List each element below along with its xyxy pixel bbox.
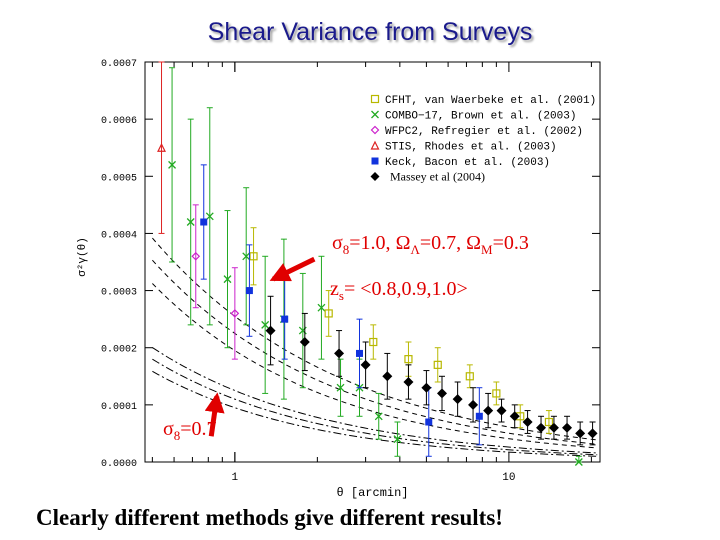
marker-square-open: [369, 337, 378, 347]
marker-diamond-filled: [496, 405, 507, 416]
marker-square-open: [544, 417, 554, 427]
marker-diamond-filled: [548, 422, 559, 433]
marker-square-open: [249, 252, 258, 261]
marker-cross: [574, 458, 583, 466]
marker-diamond-filled: [403, 377, 414, 387]
model-curve: [152, 259, 598, 445]
marker-diamond-filled: [522, 417, 533, 427]
x-tick-label: 10: [502, 472, 515, 484]
tick-layer: 0.0000 0.0001 0.0002 0.0003 0.0004 0.0005 0.00…: [77, 59, 600, 500]
annotation-arrow: [269, 256, 316, 282]
marker-diamond-open: [370, 125, 380, 135]
marker-cross: [242, 252, 251, 261]
annotation-sigma8-high: σ8=1.0, ΩΛ=0.7, ΩM=0.3: [332, 232, 529, 257]
slide-title: Shear Variance from Surveys: [207, 18, 533, 46]
marker-cross: [374, 412, 383, 421]
marker-diamond-filled: [265, 325, 276, 336]
marker-cross: [168, 160, 177, 169]
marker-diamond-filled: [562, 422, 573, 433]
y-axis-label: σ²γ(θ): [77, 237, 89, 277]
marker-diamond-filled: [421, 382, 432, 393]
legend-entry-label: STIS, Rhodes et al. (2003): [385, 142, 557, 154]
annotation-sigma8-low: σ8=0.7: [163, 418, 217, 443]
marker-triangle-open: [370, 140, 380, 150]
marker-diamond-filled: [436, 388, 447, 399]
legend-entry-label: Keck, Bacon et al. (2003): [385, 157, 550, 169]
marker-diamond-filled: [509, 411, 520, 422]
plot-frame: [144, 61, 601, 463]
marker-diamond-filled: [587, 428, 598, 439]
marker-cross: [336, 383, 345, 392]
marker-cross: [393, 435, 402, 444]
legend-entry-label: COMBO−17, Brown et al. (2003): [385, 111, 576, 123]
model-curves: [152, 237, 598, 457]
marker-diamond-open: [230, 309, 240, 318]
marker-square-open: [324, 309, 333, 318]
y-tick-label: 0.0004: [101, 230, 137, 241]
y-tick-label: 0.0003: [101, 288, 137, 299]
data-points: [157, 61, 598, 466]
marker-square-open: [370, 94, 380, 104]
model-curve: [152, 347, 598, 454]
marker-cross: [205, 212, 214, 221]
y-tick-label: 0.0001: [101, 402, 137, 413]
marker-square-open: [465, 372, 474, 381]
annotation-arrows: [204, 256, 316, 437]
y-tick-label: 0.0000: [101, 459, 137, 470]
marker-diamond-filled: [299, 337, 310, 347]
marker-square-open: [433, 360, 442, 369]
y-tick-label: 0.0005: [101, 173, 137, 184]
marker-diamond-open: [191, 251, 201, 261]
y-tick-label: 0.0002: [101, 345, 137, 356]
legend-entry-label: Massey et al (2004): [390, 170, 485, 184]
model-curve: [152, 358, 598, 456]
y-tick-label: 0.0006: [101, 116, 137, 127]
marker-diamond-filled: [382, 371, 393, 382]
marker-square-filled: [200, 218, 208, 226]
marker-cross: [261, 320, 270, 329]
marker-cross: [317, 303, 326, 312]
annotation-arrow: [204, 392, 225, 437]
marker-diamond-filled: [370, 172, 380, 181]
slide-caption: Clearly different methods give different…: [36, 505, 503, 530]
x-tick-label: 1: [232, 472, 239, 484]
x-axis-label: θ [arcmin]: [336, 486, 408, 500]
annotation-source-redshift: zs= <0.8,0.9,1.0>: [330, 278, 468, 303]
legend-entry-label: CFHT, van Waerbeke et al. (2001): [385, 95, 596, 107]
marker-square-filled: [356, 349, 364, 357]
marker-diamond-filled: [483, 405, 494, 416]
model-curve: [152, 370, 598, 457]
y-tick-label: 0.0007: [101, 59, 137, 70]
marker-square-filled: [281, 315, 289, 323]
marker-diamond-filled: [575, 428, 586, 439]
legend-entry-label: WFPC2, Refregier et al. (2002): [385, 126, 583, 138]
marker-diamond-filled: [536, 422, 547, 433]
marker-triangle-open: [157, 142, 166, 152]
marker-square-open: [492, 389, 501, 398]
marker-diamond-filled: [334, 348, 345, 359]
marker-diamond-filled: [360, 359, 371, 370]
marker-square-filled: [475, 412, 483, 420]
marker-square-filled: [245, 287, 253, 295]
marker-diamond-filled: [452, 394, 463, 405]
legend: CFHT, van Waerbeke et al. (2001) COMBO−17…: [370, 94, 596, 184]
marker-cross: [186, 218, 195, 226]
marker-square-filled: [425, 418, 433, 426]
marker-square-open: [404, 355, 413, 364]
marker-cross: [223, 275, 232, 284]
marker-cross: [371, 110, 379, 119]
marker-diamond-filled: [468, 399, 479, 410]
model-curve: [152, 237, 598, 441]
marker-square-filled: [371, 157, 379, 165]
